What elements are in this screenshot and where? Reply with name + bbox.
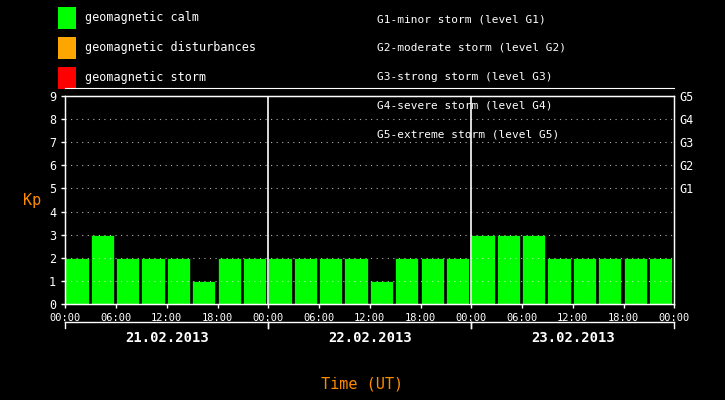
Text: 22.02.2013: 22.02.2013 xyxy=(328,331,412,345)
Bar xyxy=(471,235,494,304)
Bar xyxy=(624,258,647,304)
Bar xyxy=(91,235,114,304)
Bar xyxy=(344,258,368,304)
Bar xyxy=(243,258,266,304)
Text: G4-severe storm (level G4): G4-severe storm (level G4) xyxy=(377,100,552,110)
Text: G3-strong storm (level G3): G3-strong storm (level G3) xyxy=(377,72,552,82)
Bar xyxy=(446,258,469,304)
Bar xyxy=(65,258,88,304)
Text: Time (UT): Time (UT) xyxy=(321,376,404,392)
Text: G5-extreme storm (level G5): G5-extreme storm (level G5) xyxy=(377,129,559,139)
Bar xyxy=(141,258,165,304)
Bar xyxy=(522,235,545,304)
Text: 23.02.2013: 23.02.2013 xyxy=(531,331,615,345)
Bar xyxy=(573,258,596,304)
Bar xyxy=(192,281,215,304)
Bar xyxy=(395,258,418,304)
Bar xyxy=(294,258,317,304)
Bar xyxy=(268,258,291,304)
Bar xyxy=(218,258,241,304)
Bar xyxy=(319,258,342,304)
Bar xyxy=(649,258,672,304)
Bar xyxy=(420,258,444,304)
Bar xyxy=(116,258,139,304)
Text: geomagnetic storm: geomagnetic storm xyxy=(85,72,206,84)
Text: Kp: Kp xyxy=(22,192,41,208)
Bar xyxy=(370,281,393,304)
Text: G2-moderate storm (level G2): G2-moderate storm (level G2) xyxy=(377,43,566,53)
Text: G1-minor storm (level G1): G1-minor storm (level G1) xyxy=(377,14,546,24)
Bar xyxy=(547,258,571,304)
Text: 21.02.2013: 21.02.2013 xyxy=(125,331,209,345)
Text: geomagnetic calm: geomagnetic calm xyxy=(85,12,199,24)
Text: geomagnetic disturbances: geomagnetic disturbances xyxy=(85,42,256,54)
Bar xyxy=(167,258,190,304)
Bar xyxy=(497,235,520,304)
Bar xyxy=(598,258,621,304)
